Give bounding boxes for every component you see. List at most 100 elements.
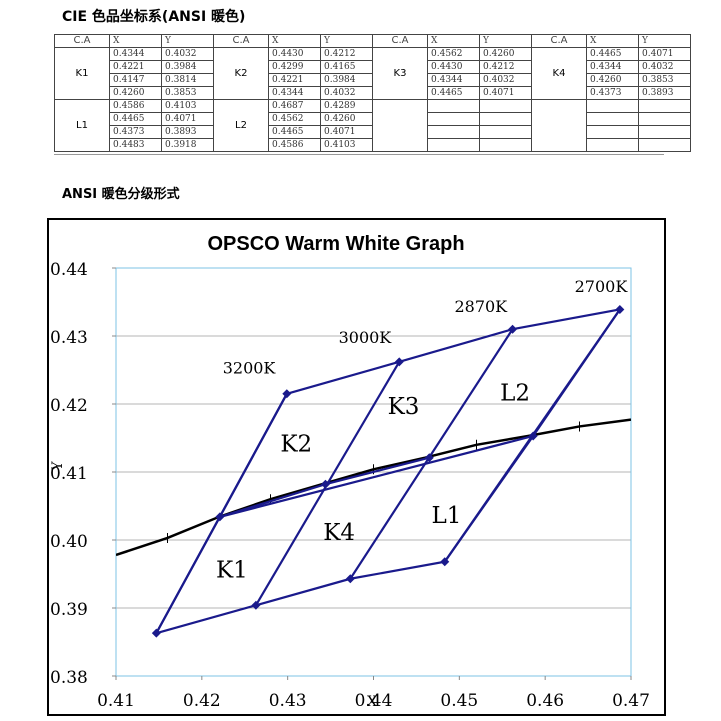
cct-label: 2700K bbox=[575, 277, 629, 296]
x-value-cell: 0.4586 bbox=[109, 99, 162, 113]
x-value-cell: 0.4465 bbox=[109, 112, 162, 126]
x-value-cell: 0.4465 bbox=[586, 47, 639, 61]
bin-label-cell bbox=[372, 99, 428, 152]
chart-title: OPSCO Warm White Graph bbox=[207, 233, 464, 255]
header-cell: C.A bbox=[531, 34, 587, 48]
table-row: K1 0.4344 0.4032 K2 0.4430 0.4212 K3 0.4562 0.42… bbox=[54, 47, 691, 100]
bin-boundary-line bbox=[155, 393, 288, 634]
data-point bbox=[282, 389, 292, 399]
bin-label-cell: L2 bbox=[213, 99, 269, 152]
y-value-cell: 0.3984 bbox=[320, 73, 373, 87]
table-row: 0.4221 0.3984 0.4299 0.4165 0.4430 0.4212 0.43… bbox=[55, 60, 691, 74]
data-point bbox=[151, 628, 161, 638]
y-value-cell bbox=[638, 138, 691, 152]
x-value-cell: 0.4465 bbox=[427, 86, 480, 100]
header-cell: C.A bbox=[213, 34, 269, 48]
x-tick-label: 0.46 bbox=[526, 691, 564, 711]
x-value-cell: 0.4562 bbox=[427, 47, 480, 61]
y-value-cell: 0.4103 bbox=[320, 138, 373, 152]
y-value-cell: 0.3918 bbox=[161, 138, 214, 152]
x-value-cell: 0.4260 bbox=[109, 86, 162, 100]
table-row: 0.4260 0.3853 0.4344 0.4032 0.4465 0.4071 0.43… bbox=[55, 86, 691, 100]
table-row: L1 0.4586 0.4103 L2 0.4687 0.4289 bbox=[54, 99, 691, 152]
x-value-cell: 0.4147 bbox=[109, 73, 162, 87]
header-cell: X bbox=[268, 34, 321, 48]
y-tick-label: 0.40 bbox=[50, 532, 88, 552]
bin-label-cell: K4 bbox=[531, 47, 587, 100]
header-cell: Y bbox=[161, 34, 214, 48]
bin-label-cell: K3 bbox=[372, 47, 428, 100]
x-value-cell: 0.4586 bbox=[268, 138, 321, 152]
y-value-cell bbox=[479, 99, 532, 113]
y-value-cell: 0.4103 bbox=[161, 99, 214, 113]
table-heading: CIE 色品坐标系(ANSI 暖色) bbox=[62, 9, 246, 25]
header-cell: Y bbox=[479, 34, 532, 48]
x-value-cell: 0.4344 bbox=[268, 86, 321, 100]
y-value-cell: 0.4289 bbox=[320, 99, 373, 113]
y-tick-label: 0.43 bbox=[50, 328, 88, 348]
data-point bbox=[528, 431, 538, 441]
x-tick-label: 0.41 bbox=[97, 691, 135, 711]
x-value-cell bbox=[586, 125, 639, 139]
y-value-cell: 0.4071 bbox=[161, 112, 214, 126]
y-tick-label: 0.42 bbox=[50, 396, 88, 416]
data-point bbox=[440, 557, 450, 567]
x-tick-label: 0.42 bbox=[183, 691, 221, 711]
table-header-row: C.A X Y C.A X Y C.A X Y C.A X Y bbox=[54, 34, 691, 48]
x-value-cell: 0.4373 bbox=[109, 125, 162, 139]
cct-label: 3000K bbox=[339, 328, 393, 347]
y-value-cell: 0.4071 bbox=[479, 86, 532, 100]
table-row: 0.4483 0.3918 0.4586 0.4103 bbox=[55, 138, 691, 152]
x-value-cell: 0.4483 bbox=[109, 138, 162, 152]
x-value-cell: 0.4299 bbox=[268, 60, 321, 74]
y-value-cell: 0.4032 bbox=[638, 60, 691, 74]
bin-label: K4 bbox=[323, 520, 355, 546]
y-value-cell bbox=[479, 138, 532, 152]
chart-frame bbox=[47, 218, 666, 716]
x-value-cell: 0.4344 bbox=[427, 73, 480, 87]
y-value-cell bbox=[638, 125, 691, 139]
x-value-cell bbox=[427, 125, 480, 139]
x-tick-label: 0.45 bbox=[440, 691, 478, 711]
data-point bbox=[345, 574, 355, 584]
x-value-cell: 0.4221 bbox=[268, 73, 321, 87]
header-cell: C.A bbox=[54, 34, 110, 48]
chart-heading: ANSI 暖色分级形式 bbox=[62, 187, 180, 202]
y-value-cell: 0.3853 bbox=[161, 86, 214, 100]
y-value-cell bbox=[638, 99, 691, 113]
header-cell: X bbox=[427, 34, 480, 48]
y-value-cell bbox=[479, 125, 532, 139]
data-point bbox=[394, 357, 404, 367]
data-point bbox=[251, 600, 261, 610]
y-value-cell: 0.3893 bbox=[638, 86, 691, 100]
y-value-cell: 0.4212 bbox=[320, 47, 373, 61]
header-cell: Y bbox=[320, 34, 373, 48]
y-value-cell: 0.4032 bbox=[320, 86, 373, 100]
bin-label-cell: L1 bbox=[54, 99, 110, 152]
chromaticity-table: C.A X Y C.A X Y C.A X Y C.A X Y K1 0.4344 0.4032 K2 0.44… bbox=[54, 34, 691, 152]
y-value-cell: 0.4032 bbox=[161, 47, 214, 61]
bin-label: K3 bbox=[388, 394, 420, 420]
header-cell: Y bbox=[638, 34, 691, 48]
bin-label: L2 bbox=[500, 381, 530, 407]
bin-label: K1 bbox=[216, 557, 248, 583]
x-value-cell: 0.4260 bbox=[586, 73, 639, 87]
y-value-cell: 0.4032 bbox=[479, 73, 532, 87]
y-value-cell: 0.4071 bbox=[320, 125, 373, 139]
bin-label-cell: K2 bbox=[213, 47, 269, 100]
bin-boundary-line bbox=[219, 483, 326, 518]
y-tick-label: 0.41 bbox=[50, 464, 88, 484]
y-axis-label: Y bbox=[50, 461, 66, 472]
y-value-cell: 0.3893 bbox=[161, 125, 214, 139]
y-tick-label: 0.39 bbox=[50, 600, 88, 620]
y-value-cell bbox=[479, 112, 532, 126]
header-cell: C.A bbox=[372, 34, 428, 48]
data-point bbox=[320, 479, 330, 489]
header-cell: X bbox=[109, 34, 162, 48]
x-value-cell: 0.4430 bbox=[268, 47, 321, 61]
x-value-cell: 0.4344 bbox=[586, 60, 639, 74]
x-value-cell: 0.4465 bbox=[268, 125, 321, 139]
y-tick-label: 0.44 bbox=[50, 260, 88, 280]
header-cell: X bbox=[586, 34, 639, 48]
y-value-cell: 0.3984 bbox=[161, 60, 214, 74]
